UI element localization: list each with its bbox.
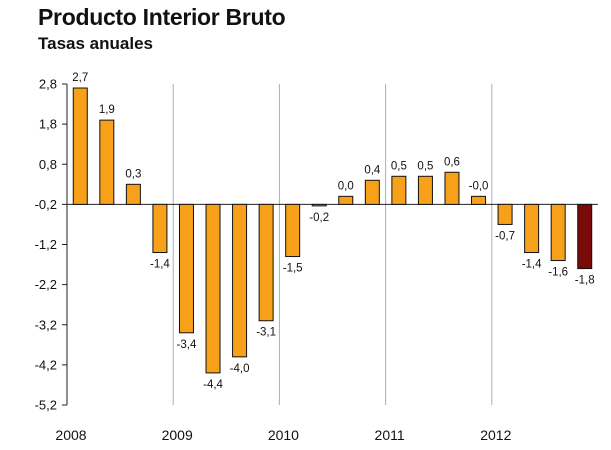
y-tick-label: -2,2 xyxy=(35,277,57,292)
bar xyxy=(311,203,327,207)
y-tick-label: -3,2 xyxy=(35,317,57,332)
x-year-label: 2008 xyxy=(55,427,86,443)
data-label: -4,0 xyxy=(230,363,250,375)
x-year-label: 2010 xyxy=(268,427,299,443)
bar xyxy=(524,203,540,254)
data-label: 0,5 xyxy=(417,160,433,172)
y-tick-label: 2,8 xyxy=(39,77,57,92)
bar xyxy=(258,203,274,322)
bar xyxy=(232,203,248,358)
bar xyxy=(391,175,407,205)
x-year-label: 2012 xyxy=(480,427,511,443)
y-tick-label: 0,8 xyxy=(39,157,57,172)
data-label: -1,6 xyxy=(548,267,568,279)
data-label: -0,7 xyxy=(495,230,515,242)
data-label: -3,1 xyxy=(256,327,276,339)
data-label: -1,4 xyxy=(522,259,542,271)
y-tick-label: 1,8 xyxy=(39,117,57,132)
y-tick-label: -5,2 xyxy=(35,398,57,413)
bar xyxy=(152,203,168,254)
data-label: -1,8 xyxy=(575,275,595,287)
bar xyxy=(338,195,354,205)
data-label: -1,4 xyxy=(150,259,170,271)
data-label: -3,4 xyxy=(177,339,197,351)
data-label: -1,5 xyxy=(283,263,303,275)
data-label: -0,0 xyxy=(469,180,489,192)
y-tick-label: -0,2 xyxy=(35,197,57,212)
bar xyxy=(417,175,433,205)
chart-subtitle: Tasas anuales xyxy=(38,34,153,53)
bar xyxy=(471,195,487,205)
data-label: 1,9 xyxy=(99,104,115,116)
bar xyxy=(178,203,194,334)
bar xyxy=(497,203,513,225)
data-label: -0,2 xyxy=(309,212,329,224)
data-label: 0,3 xyxy=(125,168,141,180)
y-tick-label: -4,2 xyxy=(35,357,57,372)
bar xyxy=(285,203,301,258)
bar xyxy=(444,171,460,205)
bar xyxy=(550,203,566,262)
bar xyxy=(364,179,380,205)
data-label: 0,6 xyxy=(444,156,460,168)
bar xyxy=(99,119,115,205)
x-year-label: 2009 xyxy=(162,427,193,443)
data-label: 0,0 xyxy=(338,180,354,192)
y-tick-label: -1,2 xyxy=(35,237,57,252)
bar xyxy=(577,203,593,270)
bar xyxy=(125,183,141,205)
data-label: 0,5 xyxy=(391,160,407,172)
x-year-label: 2011 xyxy=(375,427,405,443)
chart-title: Producto Interior Bruto xyxy=(38,4,286,30)
bar xyxy=(205,203,221,374)
data-label: -4,4 xyxy=(203,379,223,391)
data-label: 0,4 xyxy=(364,164,381,176)
bar xyxy=(72,87,88,205)
data-label: 2,7 xyxy=(72,72,88,84)
